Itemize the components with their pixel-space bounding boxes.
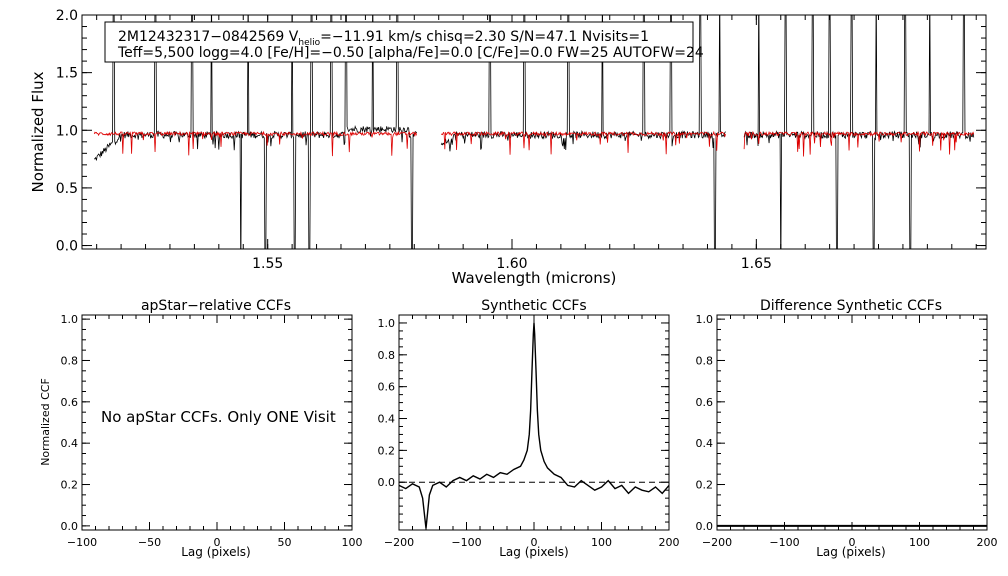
- observed-spectrum-line: [743, 15, 975, 249]
- y-tick-label: 1.0: [56, 123, 78, 139]
- x-tick-label: 200: [659, 536, 680, 549]
- y-tick-label: 0.0: [61, 520, 79, 533]
- y-tick-label: 0.6: [696, 396, 714, 409]
- x-tick-label: 0: [214, 536, 221, 549]
- x-tick-label: −100: [769, 536, 799, 549]
- x-tick-label: 200: [977, 536, 998, 549]
- x-tick-label: 100: [342, 536, 363, 549]
- y-tick-label: 0.4: [378, 412, 396, 425]
- spectrum-xlabel: Wavelength (microns): [452, 269, 617, 287]
- x-tick-label: 50: [278, 536, 292, 549]
- y-tick-label: 2.0: [56, 8, 78, 24]
- x-tick-label: 1.55: [252, 256, 283, 272]
- y-tick-label: 0.4: [61, 437, 79, 450]
- annotation-box: [104, 21, 694, 63]
- y-tick-label: 0.0: [56, 239, 78, 255]
- x-tick-label: 100: [909, 536, 930, 549]
- synthetic-ccf-xlabel: Lag (pixels): [499, 545, 569, 559]
- annotation-id-velocity: 2M12432317−0842569 V: [118, 29, 299, 45]
- spectrum-traces: [93, 15, 975, 249]
- y-tick-label: 0.0: [696, 520, 714, 533]
- annotation-subscript: helio: [298, 38, 320, 48]
- x-tick-label: −100: [451, 536, 481, 549]
- apstar-ccf-xlabel: Lag (pixels): [181, 545, 251, 559]
- x-tick-label: −200: [384, 536, 414, 549]
- difference-ccf-xlabel: Lag (pixels): [816, 545, 886, 559]
- y-tick-label: 0.2: [696, 478, 714, 491]
- y-tick-label: 1.0: [378, 317, 396, 330]
- apstar-ccf-title: apStar−relative CCFs: [141, 298, 291, 314]
- x-tick-label: −50: [138, 536, 161, 549]
- model-spectrum-line: [440, 130, 726, 155]
- annotation-line-1: 2M12432317−0842569 Vhelio=−11.91 km/s ch…: [118, 29, 649, 48]
- x-tick-label: −200: [702, 536, 732, 549]
- apstar-ccf-axes: −100 −50 0 50 100 0.0 0.2 0.4 0.6 0.8 1.0: [61, 313, 363, 549]
- apstar-ccf-ylabel: Normalized CCF: [39, 378, 52, 466]
- y-tick-label: 0.4: [696, 437, 714, 450]
- difference-ccf-frame: [716, 314, 988, 531]
- model-spectrum-line: [93, 130, 418, 157]
- y-tick-label: 0.8: [61, 354, 79, 367]
- y-tick-label: 0.6: [61, 396, 79, 409]
- spectrum-ylabel: Normalized Flux: [29, 71, 47, 192]
- y-tick-label: 1.0: [61, 313, 79, 326]
- spectrum-clip-group: [93, 15, 975, 249]
- synthetic-ccf-line: [398, 322, 670, 529]
- spectrum-panel: 1.55 1.60 1.65 0.0 0.5 1.0 1.5 2.0 Normalized F…: [29, 8, 987, 287]
- y-tick-label: 1.0: [696, 313, 714, 326]
- y-tick-label: 0.5: [56, 181, 78, 197]
- synthetic-ccf-axes: −200 −100 0 100 200 0.0 0.2 0.4 0.6 0.8 1.0: [378, 315, 680, 549]
- y-tick-label: 0.6: [378, 381, 396, 394]
- x-tick-label: 0: [849, 536, 856, 549]
- difference-ccf-title: Difference Synthetic CCFs: [760, 298, 942, 314]
- x-tick-label: −100: [67, 536, 97, 549]
- x-tick-label: 100: [591, 536, 612, 549]
- spectrum-annotation: 2M12432317−0842569 Vhelio=−11.91 km/s ch…: [104, 21, 704, 63]
- x-tick-label: 0: [531, 536, 538, 549]
- y-tick-label: 0.2: [378, 444, 396, 457]
- spectrum-axes: 1.55 1.60 1.65 0.0 0.5 1.0 1.5 2.0: [56, 8, 986, 272]
- y-tick-label: 0.8: [696, 354, 714, 367]
- x-tick-label: 1.60: [496, 256, 527, 272]
- apstar-ccf-message: No apStar CCFs. Only ONE Visit: [101, 408, 336, 426]
- apstar-ccf-panel: apStar−relative CCFs −100 −50 0 50 100 0.0 0.2…: [39, 298, 363, 559]
- x-tick-label: 1.65: [741, 256, 772, 272]
- annotation-line-2: Teff=5,500 logg=4.0 [Fe/H]=−0.50 [alpha/…: [117, 45, 704, 61]
- y-tick-label: 0.2: [61, 478, 79, 491]
- y-tick-label: 0.0: [378, 476, 396, 489]
- synthetic-ccf-lines: [398, 322, 670, 529]
- model-spectrum-line: [743, 130, 975, 157]
- y-tick-label: 1.5: [56, 66, 78, 82]
- spectrum-frame: [81, 14, 987, 250]
- synthetic-ccf-frame: [398, 314, 670, 531]
- difference-ccf-axes: −200 −100 0 100 200 0.0 0.2 0.4 0.6 0.8 1.0: [696, 313, 998, 549]
- synthetic-ccf-title: Synthetic CCFs: [481, 298, 586, 314]
- y-tick-label: 0.8: [378, 349, 396, 362]
- synthetic-ccf-panel: Synthetic CCFs −200 −100 0 100 200 0.0 0.2 0.4 0…: [378, 298, 680, 559]
- annotation-stats: =−11.91 km/s chisq=2.30 S/N=47.1 Nvisits…: [320, 29, 649, 45]
- difference-ccf-panel: Difference Synthetic CCFs −200 −100 0 100 20…: [696, 298, 998, 559]
